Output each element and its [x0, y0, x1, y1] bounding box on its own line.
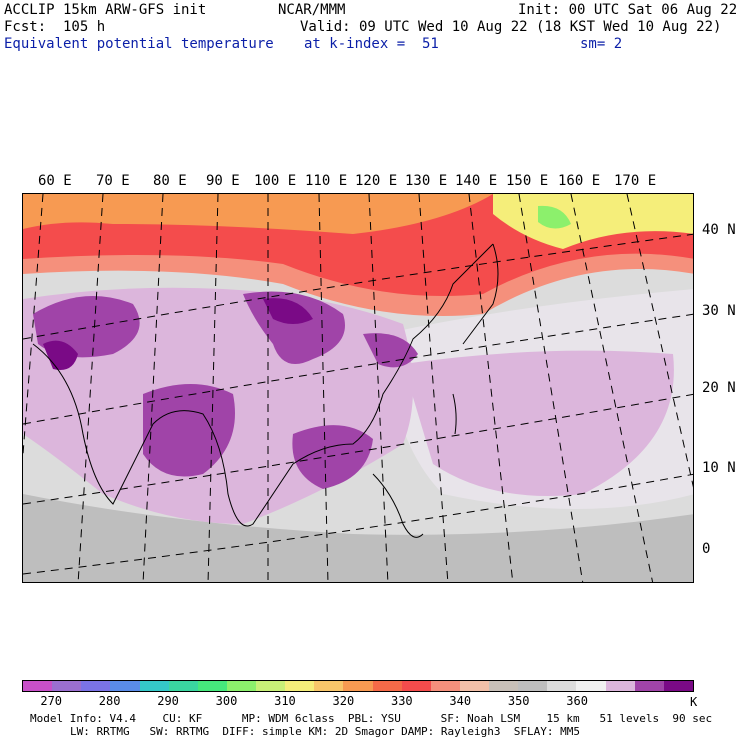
colorbar-tick-label: 310	[274, 694, 296, 708]
colorbar-swatch	[110, 681, 140, 691]
colorbar-swatch	[168, 681, 198, 691]
colorbar-swatch	[459, 681, 489, 691]
colorbar-tick-label: 360	[566, 694, 588, 708]
lon-label: 140 E	[455, 173, 498, 189]
footer-model-info: Model Info: V4.4 CU: KF MP: WDM 6class P…	[30, 712, 713, 725]
field-darkpurple-region	[43, 340, 78, 370]
header-field-name: Equivalent potential temperature	[4, 36, 274, 52]
header-init-time: Init: 00 UTC Sat 06 Aug 22	[518, 2, 738, 18]
lon-label: 70 E	[96, 173, 130, 189]
colorbar-tick-label: 350	[507, 694, 530, 708]
colorbar-swatch	[401, 681, 431, 691]
lat-label: 0	[702, 541, 711, 557]
colorbar-swatch	[197, 681, 227, 691]
theta-e-field	[23, 194, 693, 582]
lon-label: 120 E	[355, 173, 398, 189]
colorbar-swatch	[547, 681, 577, 691]
field-lavender-pacific	[403, 350, 674, 496]
colorbar-swatch	[663, 681, 693, 691]
colorbar-tick-label: 300	[215, 694, 238, 708]
footer-physics-info: LW: RRTMG SW: RRTMG DIFF: simple KM: 2D …	[70, 725, 580, 738]
header-valid-time: Valid: 09 UTC Wed 10 Aug 22 (18 KST Wed …	[300, 19, 722, 35]
header-institution: NCAR/MMM	[278, 2, 346, 18]
header-smoothing: sm= 2	[580, 36, 623, 52]
colorbar-swatch	[489, 681, 519, 691]
colorbar-tick-label: 270	[40, 694, 63, 708]
field-darkpurple-region	[263, 298, 313, 324]
lon-label: 130 E	[405, 173, 448, 189]
lat-label: 30 N	[702, 303, 736, 319]
field-purple-region	[143, 384, 235, 477]
coastlines	[32, 243, 499, 538]
colorbar-swatch	[81, 681, 111, 691]
colorbar-tick-label: 320	[332, 694, 355, 708]
lat-label: 20 N	[702, 380, 736, 396]
colorbar-tick-label: 280	[98, 694, 121, 708]
colorbar-swatch	[314, 681, 344, 691]
lon-label: 110 E	[305, 173, 348, 189]
lat-label: 10 N	[702, 460, 736, 476]
colorbar	[22, 680, 694, 692]
colorbar-swatch	[605, 681, 635, 691]
header-model-title: ACCLIP 15km ARW-GFS init	[4, 2, 207, 18]
colorbar-unit: K	[690, 695, 698, 709]
colorbar-swatch	[372, 681, 402, 691]
lon-label: 80 E	[153, 173, 187, 189]
colorbar-swatch	[285, 681, 315, 691]
colorbar-tick-label: 330	[390, 694, 413, 708]
field-gray-region	[23, 494, 693, 582]
colorbar-swatch	[52, 681, 82, 691]
colorbar-swatch	[576, 681, 606, 691]
map-panel	[22, 193, 694, 583]
field-green-region	[538, 205, 571, 229]
field-purple-region	[292, 425, 373, 489]
lat-label: 40 N	[702, 222, 736, 238]
lon-label: 60 E	[38, 173, 72, 189]
colorbar-swatch	[139, 681, 169, 691]
field-orange-region	[23, 194, 493, 234]
colorbar-tick-label: 290	[157, 694, 179, 708]
colorbar-swatch	[256, 681, 286, 691]
header-forecast-hour: Fcst: 105 h	[4, 19, 106, 35]
colorbar-swatch	[23, 681, 53, 691]
colorbar-swatch	[634, 681, 664, 691]
lon-label: 150 E	[506, 173, 549, 189]
header-level: at k-index = 51	[304, 36, 439, 52]
colorbar-swatch	[226, 681, 256, 691]
graticule	[23, 194, 693, 582]
colorbar-tick-label: 340	[449, 694, 472, 708]
colorbar-swatch	[343, 681, 373, 691]
lon-label: 160 E	[558, 173, 601, 189]
lon-label: 90 E	[206, 173, 240, 189]
colorbar-swatch	[518, 681, 548, 691]
lon-label: 100 E	[254, 173, 297, 189]
lon-label: 170 E	[614, 173, 657, 189]
colorbar-swatch	[430, 681, 460, 691]
